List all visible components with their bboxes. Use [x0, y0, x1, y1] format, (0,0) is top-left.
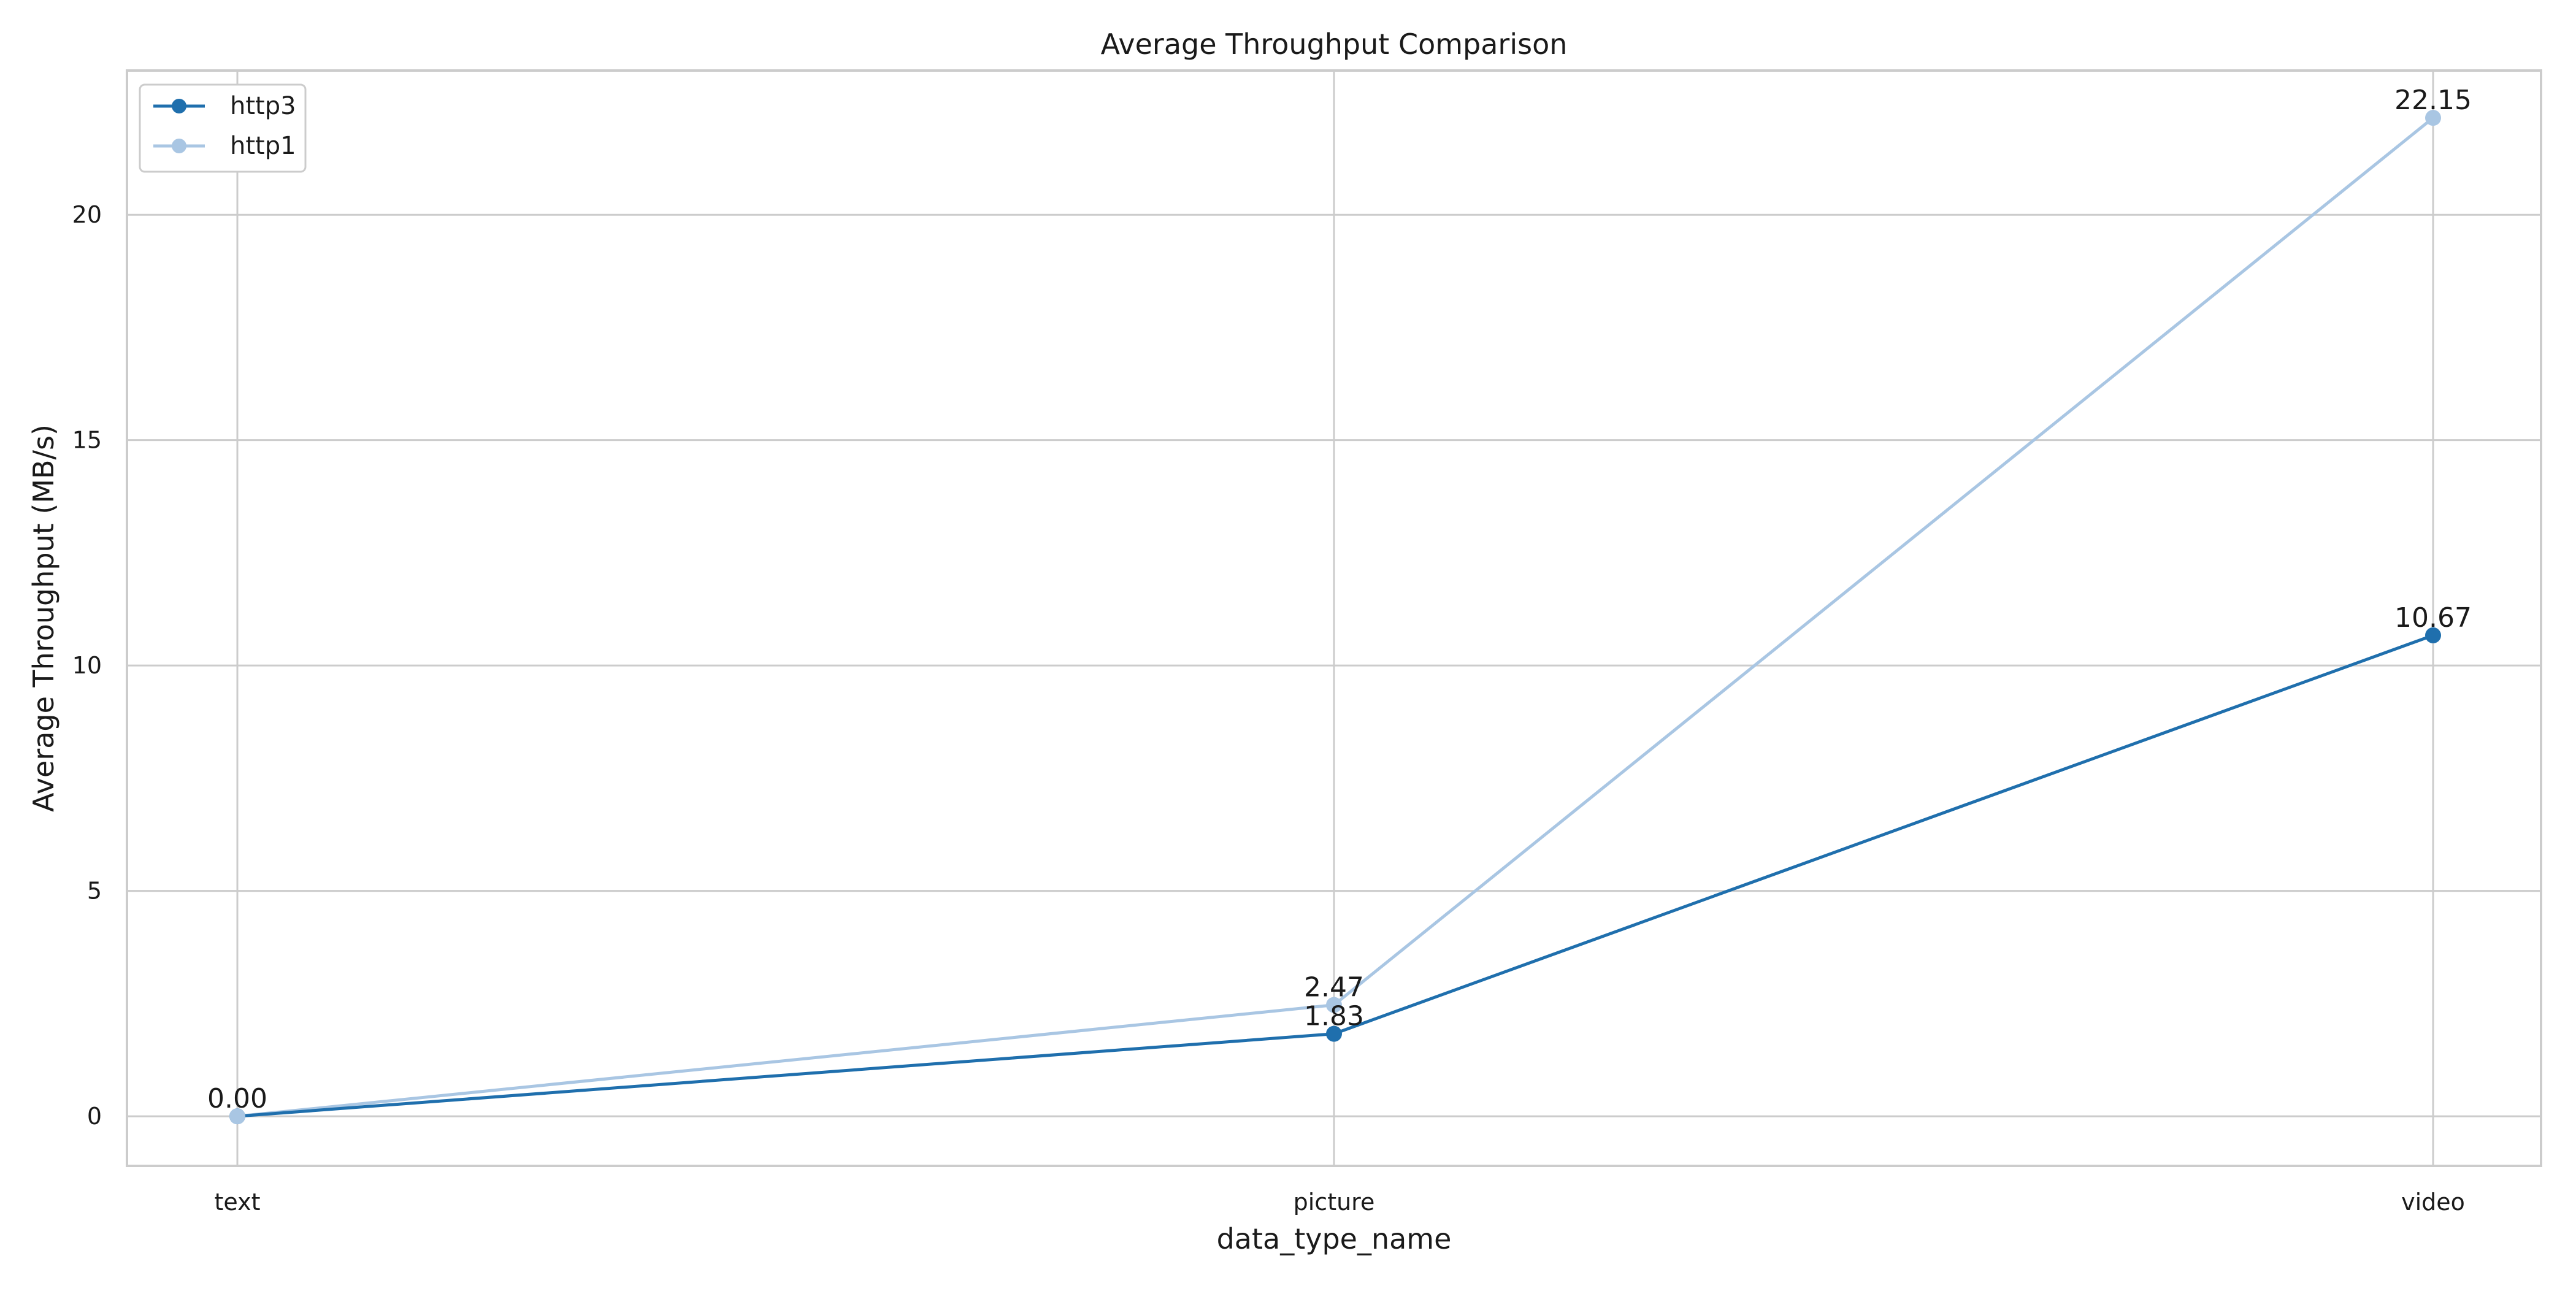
x-tick-label: text — [215, 1189, 261, 1216]
data-label-http3: 10.67 — [2394, 602, 2472, 634]
data-point-http1 — [1326, 997, 1342, 1013]
y-tick-label: 15 — [72, 427, 102, 454]
y-tick-label: 5 — [87, 878, 102, 905]
y-tick-label: 10 — [72, 652, 102, 679]
chart-title: Average Throughput Comparison — [1101, 28, 1568, 61]
data-label-http3: 1.83 — [1304, 1001, 1364, 1032]
data-label-http1: 22.15 — [2394, 85, 2472, 116]
data-point-http1 — [2425, 110, 2441, 126]
legend-label-http3: http3 — [230, 92, 296, 120]
series — [229, 110, 2441, 1125]
data-labels: 1.83 10.67 0.00 2.47 22.15 — [207, 85, 2472, 1114]
x-tick-label: picture — [1294, 1189, 1375, 1216]
ticks: 0 5 10 15 20 text picture video — [72, 201, 2465, 1216]
y-tick-label: 0 — [87, 1103, 102, 1130]
legend-marker-http3 — [172, 99, 186, 113]
data-point-http3 — [1326, 1025, 1342, 1042]
data-point-http1 — [229, 1108, 245, 1125]
legend-marker-http1 — [172, 139, 186, 153]
x-tick-label: video — [2401, 1189, 2465, 1216]
x-axis-label: data_type_name — [1217, 1222, 1452, 1255]
grid — [127, 71, 2541, 1166]
data-point-http3 — [2425, 627, 2441, 643]
legend-label-http1: http1 — [230, 132, 296, 160]
legend: http3 http1 — [139, 83, 307, 173]
y-tick-label: 20 — [72, 201, 102, 228]
data-label-http1: 2.47 — [1304, 972, 1364, 1003]
data-label-http1: 0.00 — [207, 1083, 267, 1114]
plot-frame — [126, 69, 2542, 1167]
y-axis-label: Average Throughput (MB/s) — [27, 424, 60, 812]
